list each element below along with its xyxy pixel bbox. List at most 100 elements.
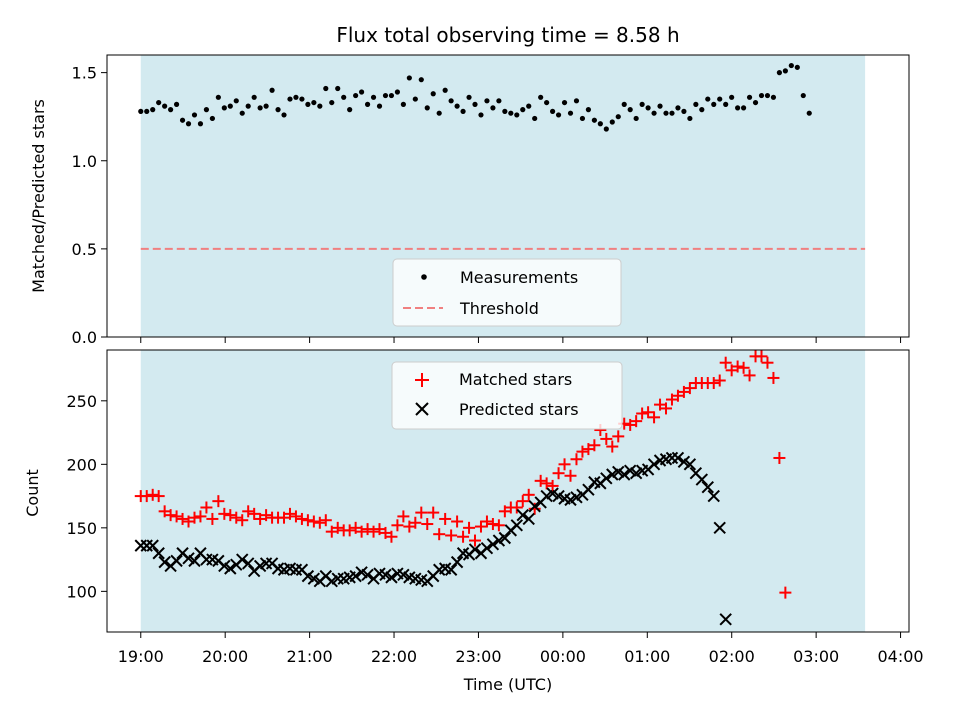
predicted-star-stroke-b (510, 519, 523, 532)
predicted-star-point (486, 538, 500, 551)
measurement-point (376, 103, 383, 109)
legend-predicted-label: Predicted stars (459, 400, 579, 419)
measurement-point (705, 96, 711, 102)
measurement-point (382, 92, 389, 99)
matched-star-point (474, 520, 487, 533)
predicted-star-stroke-b (623, 464, 637, 477)
count-y-tick-label: 100 (66, 582, 97, 601)
measurement-point (275, 107, 281, 113)
matched-star-point (152, 490, 165, 503)
matched-star-point (713, 374, 726, 387)
predicted-star-stroke-b (241, 557, 255, 570)
predicted-star-stroke-b (695, 473, 709, 486)
measurement-point (657, 103, 663, 109)
measurement-point (209, 115, 215, 122)
matched-star-point (606, 440, 619, 453)
measurement-point (412, 96, 418, 102)
predicted-star-point (385, 571, 398, 584)
ratio-y-tick-label: 1.0 (72, 152, 97, 171)
measurement-point (800, 92, 806, 99)
matched-star-point (307, 515, 320, 528)
measurement-point (538, 94, 544, 100)
measurement-point (448, 98, 454, 104)
matched-star-point (331, 521, 344, 534)
measurement-point (794, 64, 800, 70)
measurement-point (788, 62, 794, 69)
measurement-point (514, 112, 520, 118)
matched-star-point (528, 502, 541, 515)
predicted-star-stroke-b (176, 547, 189, 560)
matched-star-point (260, 509, 273, 522)
measurement-point (305, 101, 311, 107)
predicted-star-stroke-b (307, 572, 321, 585)
matched-star-point (469, 534, 482, 547)
predicted-star-stroke-b (349, 569, 362, 583)
predicted-star-point (468, 543, 482, 556)
matched-star-point (242, 505, 255, 518)
matched-star-point (570, 453, 583, 466)
matched-star-point (367, 525, 380, 538)
measurement-point (233, 98, 239, 104)
predicted-star-stroke-b (361, 568, 374, 582)
measurement-point (341, 94, 347, 100)
count-x-tick-label: 22:00 (371, 647, 417, 666)
predicted-star-point (480, 541, 494, 555)
matched-star-point (743, 369, 756, 382)
predicted-star-point (236, 553, 249, 566)
measurement-point (436, 110, 442, 116)
predicted-star-stroke-b (588, 475, 601, 489)
ratio-y-tick-label: 0.0 (72, 328, 97, 347)
predicted-star-point (647, 458, 661, 471)
measurement-point (717, 96, 723, 102)
matched-star-point (773, 451, 786, 464)
predicted-star-stroke-b (456, 547, 470, 560)
matched-star-point (492, 519, 505, 532)
predicted-star-point (522, 512, 535, 526)
predicted-star-stroke-b (182, 552, 195, 565)
matched-star-point (385, 530, 398, 543)
matched-star-point (737, 361, 750, 374)
matched-star-point (230, 511, 243, 524)
count-y-ticks: 100 150 200 250 (66, 392, 107, 601)
predicted-star-stroke-b (385, 571, 398, 584)
predicted-star-point (158, 555, 171, 569)
measurement-point (573, 98, 580, 104)
predicted-star-stroke-b (218, 559, 231, 573)
matched-star-point (427, 506, 440, 519)
predicted-star-point (600, 472, 613, 485)
matched-star-point (343, 524, 356, 537)
measurement-point (150, 107, 156, 113)
matched-star-point (218, 507, 231, 520)
measurement-point (502, 108, 508, 114)
matched-star-point (439, 512, 452, 525)
measurement-point (215, 94, 221, 100)
legend-measurements-label: Measurements (460, 268, 578, 287)
matched-star-point (480, 515, 493, 528)
matched-star-point (457, 530, 470, 543)
predicted-star-stroke-b (391, 567, 404, 580)
measurement-point (293, 94, 299, 100)
measurement-point (179, 117, 186, 123)
measurement-point (353, 92, 359, 99)
predicted-star-stroke-b (552, 489, 565, 503)
matched-star-point (588, 439, 601, 452)
measurement-point (454, 103, 460, 109)
measurement-point (388, 92, 395, 99)
matched-star-point (636, 407, 649, 420)
count-y-tick-label: 150 (66, 519, 97, 538)
measurement-point (478, 112, 484, 118)
matched-star-point (660, 402, 673, 415)
measurement-point (597, 121, 603, 127)
measurement-point (735, 105, 741, 111)
matched-star-point (463, 521, 476, 534)
measurement-point (239, 110, 245, 116)
matched-star-point (415, 506, 428, 519)
predicted-star-stroke-b (236, 553, 249, 566)
measurement-point (156, 99, 162, 106)
count-x-tick-label: 01:00 (624, 647, 670, 666)
matched-star-point (683, 382, 696, 395)
matched-star-point (761, 356, 774, 369)
count-x-tick-label: 23:00 (455, 647, 501, 666)
predicted-star-point (701, 480, 714, 494)
measurement-point (287, 96, 293, 102)
